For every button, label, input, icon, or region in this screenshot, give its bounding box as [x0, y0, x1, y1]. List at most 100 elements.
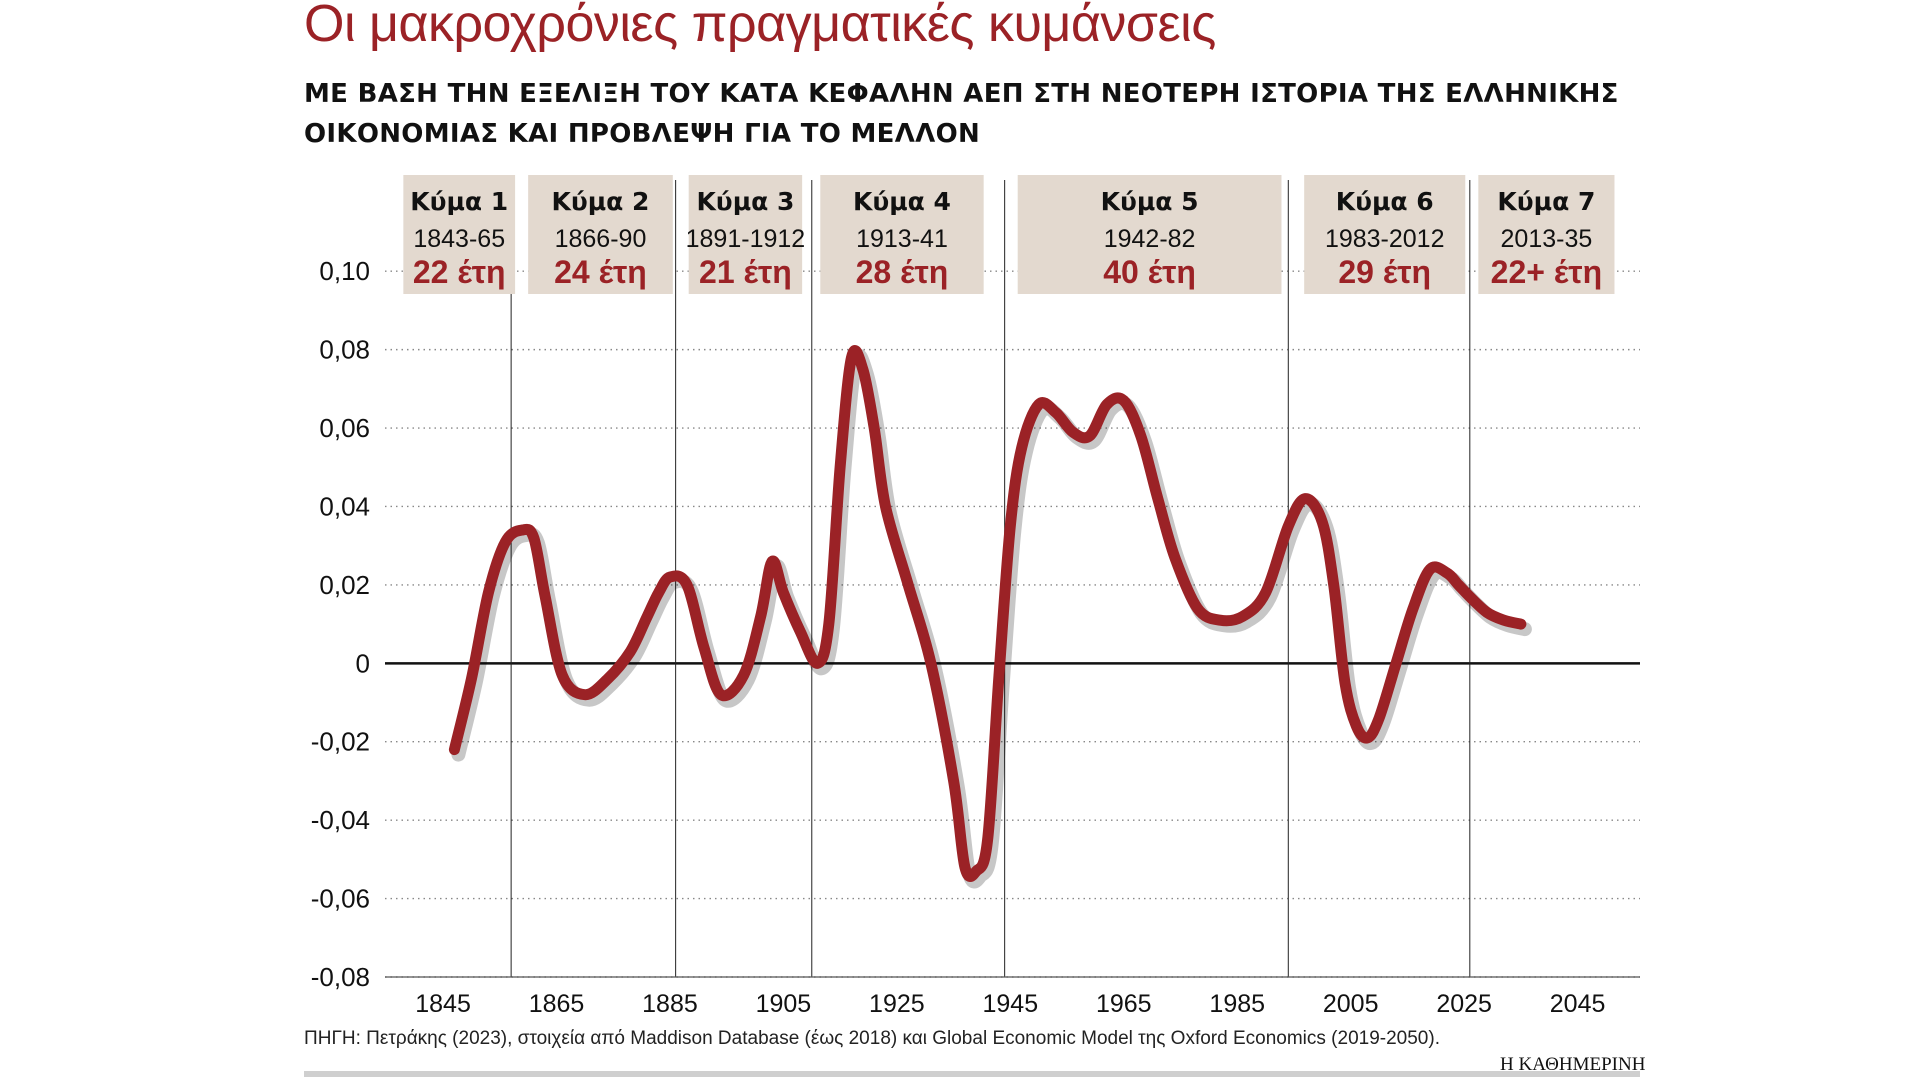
- data-point: [1430, 569, 1431, 570]
- x-tick-label: 1965: [1096, 990, 1152, 1018]
- wave-name: Κύμα 3: [696, 187, 794, 216]
- wave-name: Κύμα 5: [1101, 187, 1199, 216]
- data-point: [743, 675, 744, 676]
- wave-period: 1866-90: [555, 225, 647, 253]
- data-point: [1379, 718, 1380, 719]
- wave-box-bg: [528, 175, 673, 294]
- series-layer: [448, 345, 1532, 889]
- data-point: [1520, 624, 1521, 625]
- publisher-logo: Η ΚΑΘΗΜΕΡΙΝΗ: [1500, 1054, 1646, 1075]
- data-point: [1174, 557, 1175, 558]
- y-tick-label: -0,02: [311, 727, 370, 757]
- data-point: [1157, 498, 1158, 499]
- wave-box-bg: [820, 175, 984, 294]
- data-point: [930, 663, 931, 664]
- data-point: [817, 663, 818, 664]
- y-tick-label: 0,04: [319, 491, 370, 521]
- wave-period: 1983-2012: [1325, 225, 1445, 253]
- data-point: [783, 592, 784, 593]
- data-point: [828, 624, 829, 625]
- x-tick-label: 1905: [756, 990, 812, 1018]
- data-point: [1503, 620, 1504, 621]
- data-point: [1106, 404, 1107, 405]
- data-point: [607, 679, 608, 680]
- data-point: [840, 467, 841, 468]
- wave-boundaries: [510, 180, 1471, 977]
- data-point: [1055, 412, 1056, 413]
- data-point: [488, 592, 489, 593]
- x-tick-label: 1985: [1209, 990, 1265, 1018]
- data-point: [953, 780, 954, 781]
- data-point: [562, 675, 563, 676]
- data-point: [658, 592, 659, 593]
- data-point: [522, 530, 523, 531]
- data-point: [1220, 620, 1221, 621]
- wave-name: Κύμα 2: [552, 187, 650, 216]
- data-point: [1447, 573, 1448, 574]
- series-line: [448, 345, 1527, 882]
- wave-duration: 24 έτη: [554, 254, 647, 290]
- data-point: [1322, 522, 1323, 523]
- x-tick-label: 1845: [415, 990, 471, 1018]
- data-point: [964, 867, 965, 868]
- data-point: [1072, 432, 1073, 433]
- data-point: [1486, 612, 1487, 613]
- wave-box-bg: [1478, 175, 1615, 294]
- data-point: [976, 871, 977, 872]
- data-point: [1242, 616, 1243, 617]
- data-point: [630, 651, 631, 652]
- page-title: Οι μακροχρόνιες πραγματικές κυμάνσεις: [304, 0, 1216, 53]
- y-tick-label: 0,10: [319, 256, 370, 286]
- wave-name: Κύμα 6: [1336, 187, 1434, 216]
- data-point: [1469, 596, 1470, 597]
- data-point: [505, 541, 506, 542]
- wave-box-bg: [688, 175, 803, 294]
- data-point: [687, 584, 688, 585]
- data-point: [1140, 435, 1141, 436]
- x-tick-label: 1945: [983, 990, 1039, 1018]
- wave-duration: 22 έτη: [413, 254, 506, 290]
- wave-duration: 21 έτη: [699, 254, 792, 290]
- y-tick-label: -0,04: [311, 805, 370, 835]
- data-point: [1345, 682, 1346, 683]
- x-tick-label: 2045: [1550, 990, 1606, 1018]
- data-point: [862, 369, 863, 370]
- wave-duration: 22+ έτη: [1491, 254, 1602, 290]
- data-point: [1197, 608, 1198, 609]
- y-tick-label: 0,06: [319, 413, 370, 443]
- x-tick-label: 2025: [1436, 990, 1492, 1018]
- wave-period: 2013-35: [1501, 225, 1593, 253]
- data-point: [721, 694, 722, 695]
- data-point: [545, 596, 546, 597]
- footer-rule: [304, 1071, 1640, 1077]
- wave-name: Κύμα 4: [853, 187, 951, 216]
- data-point: [1367, 737, 1368, 738]
- data-point: [1265, 592, 1266, 593]
- x-tick-label: 1865: [529, 990, 585, 1018]
- wave-period: 1913-41: [856, 225, 948, 253]
- wave-period: 1843-65: [413, 225, 505, 253]
- data-point: [454, 749, 455, 750]
- data-point: [1413, 608, 1414, 609]
- data-point: [851, 357, 852, 358]
- data-point: [1305, 498, 1306, 499]
- data-point: [1123, 400, 1124, 401]
- x-tick-label: 1925: [869, 990, 925, 1018]
- data-point: [1333, 584, 1334, 585]
- wave-duration: 28 έτη: [856, 254, 949, 290]
- data-point: [704, 647, 705, 648]
- y-tick-label: -0,08: [311, 962, 370, 992]
- wave-box-bg: [1304, 175, 1466, 294]
- y-tick-label: 0,08: [319, 335, 370, 365]
- data-point: [670, 577, 671, 578]
- data-point: [885, 506, 886, 507]
- data-point: [760, 616, 761, 617]
- wave-duration: 29 έτη: [1338, 254, 1431, 290]
